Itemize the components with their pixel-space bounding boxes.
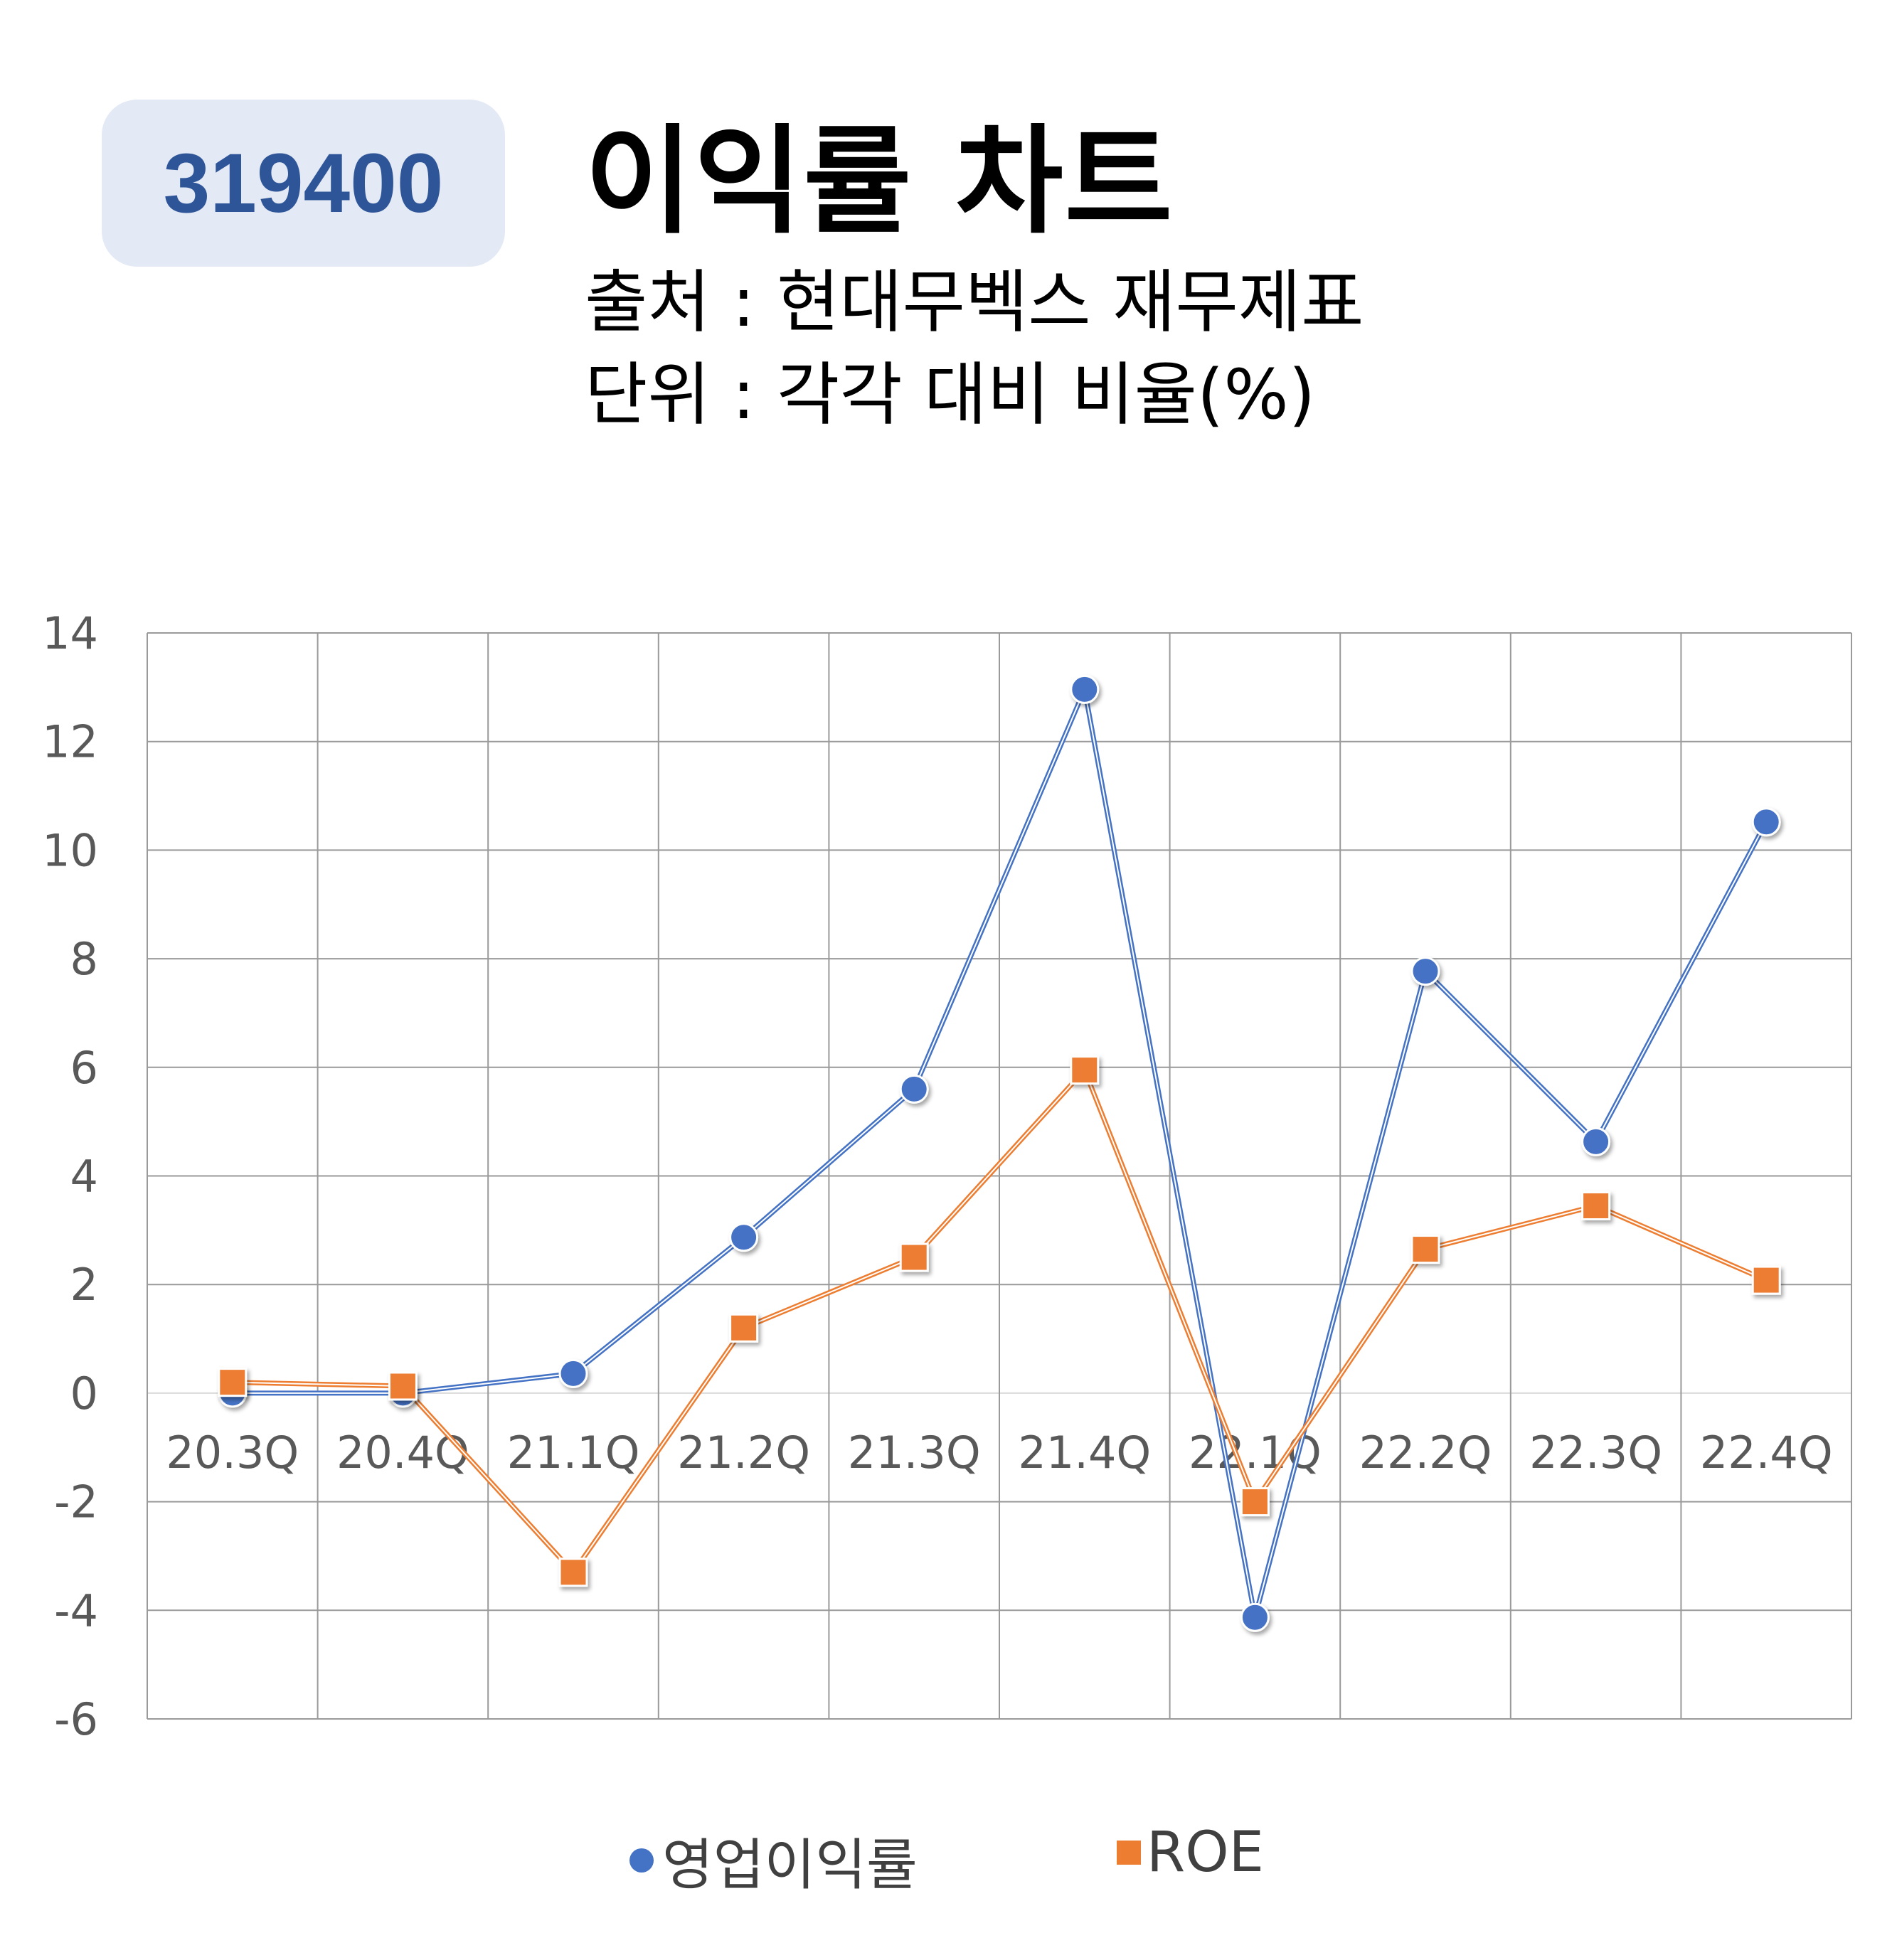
data-point	[1751, 1265, 1781, 1295]
data-point	[558, 1358, 588, 1388]
x-tick-label: 22.3Q	[1529, 1427, 1662, 1479]
y-tick-label: 6	[70, 1042, 98, 1094]
data-point	[1240, 1602, 1270, 1632]
unit-line: 단위 : 각각 대비 비율(%)	[585, 355, 1316, 435]
data-point	[729, 1313, 759, 1343]
data-point	[729, 1223, 759, 1252]
data-point	[1581, 1127, 1611, 1156]
stock-code-badge: 319400	[102, 100, 505, 267]
data-point	[1410, 957, 1440, 986]
y-tick-label: -6	[54, 1693, 98, 1745]
data-point	[388, 1371, 418, 1401]
y-axis-ticks: -6 -4 -2 0 2 4 6 8 10 12 14	[42, 607, 98, 1745]
grid	[147, 632, 1852, 1720]
y-tick-label: 10	[42, 824, 98, 876]
legend-item-operating-margin: 영업이익률	[629, 1821, 918, 1900]
y-tick-label: -4	[54, 1584, 98, 1636]
y-tick-label: 2	[70, 1259, 98, 1311]
x-axis-ticks: 20.3Q 20.4Q 21.1Q 21.2Q 21.3Q 21.4Q 22.1Q 22.2Q…	[166, 1427, 1832, 1479]
y-tick-label: 14	[42, 607, 98, 659]
data-point	[1410, 1235, 1440, 1264]
data-point	[1581, 1191, 1611, 1220]
y-tick-label: 0	[70, 1368, 98, 1420]
y-tick-label: 8	[70, 933, 98, 985]
data-point	[1751, 807, 1781, 837]
x-tick-label: 21.2Q	[677, 1427, 810, 1479]
y-tick-label: -2	[54, 1476, 98, 1528]
legend-item-roe: ROE	[1117, 1821, 1264, 1885]
chart-header: 이익률 차트 출처 : 현대무벡스 재무제표 단위 : 각각 대비 비율(%)	[585, 107, 1364, 441]
circle-marker-icon	[629, 1848, 654, 1873]
legend-label: 영업이익률	[662, 1833, 918, 1897]
data-point	[899, 1074, 929, 1104]
x-tick-label: 22.2Q	[1359, 1427, 1492, 1479]
source-line: 출처 : 현대무벡스 재무제표	[585, 262, 1364, 342]
x-tick-label: 21.3Q	[848, 1427, 981, 1479]
legend-label: ROE	[1147, 1821, 1264, 1885]
x-tick-label: 21.1Q	[507, 1427, 640, 1479]
y-tick-label: 12	[42, 716, 98, 768]
x-tick-label: 21.4Q	[1018, 1427, 1151, 1479]
square-marker-icon	[1117, 1841, 1141, 1865]
data-point	[1070, 674, 1100, 704]
chart-title: 이익률 차트	[585, 113, 1174, 250]
series-line-highlight	[232, 1069, 1767, 1573]
data-point	[1240, 1487, 1270, 1517]
series-line-highlight	[232, 688, 1768, 1619]
data-point	[558, 1557, 588, 1587]
x-tick-label: 20.3Q	[166, 1427, 299, 1479]
y-tick-label: 4	[70, 1151, 98, 1203]
x-tick-label: 22.4Q	[1700, 1427, 1833, 1479]
data-point	[218, 1368, 248, 1397]
stock-code: 319400	[163, 136, 444, 230]
series	[218, 674, 1781, 1632]
data-point	[899, 1242, 929, 1272]
legend: 영업이익률 ROE	[0, 1821, 1897, 1906]
data-point	[1070, 1055, 1100, 1085]
